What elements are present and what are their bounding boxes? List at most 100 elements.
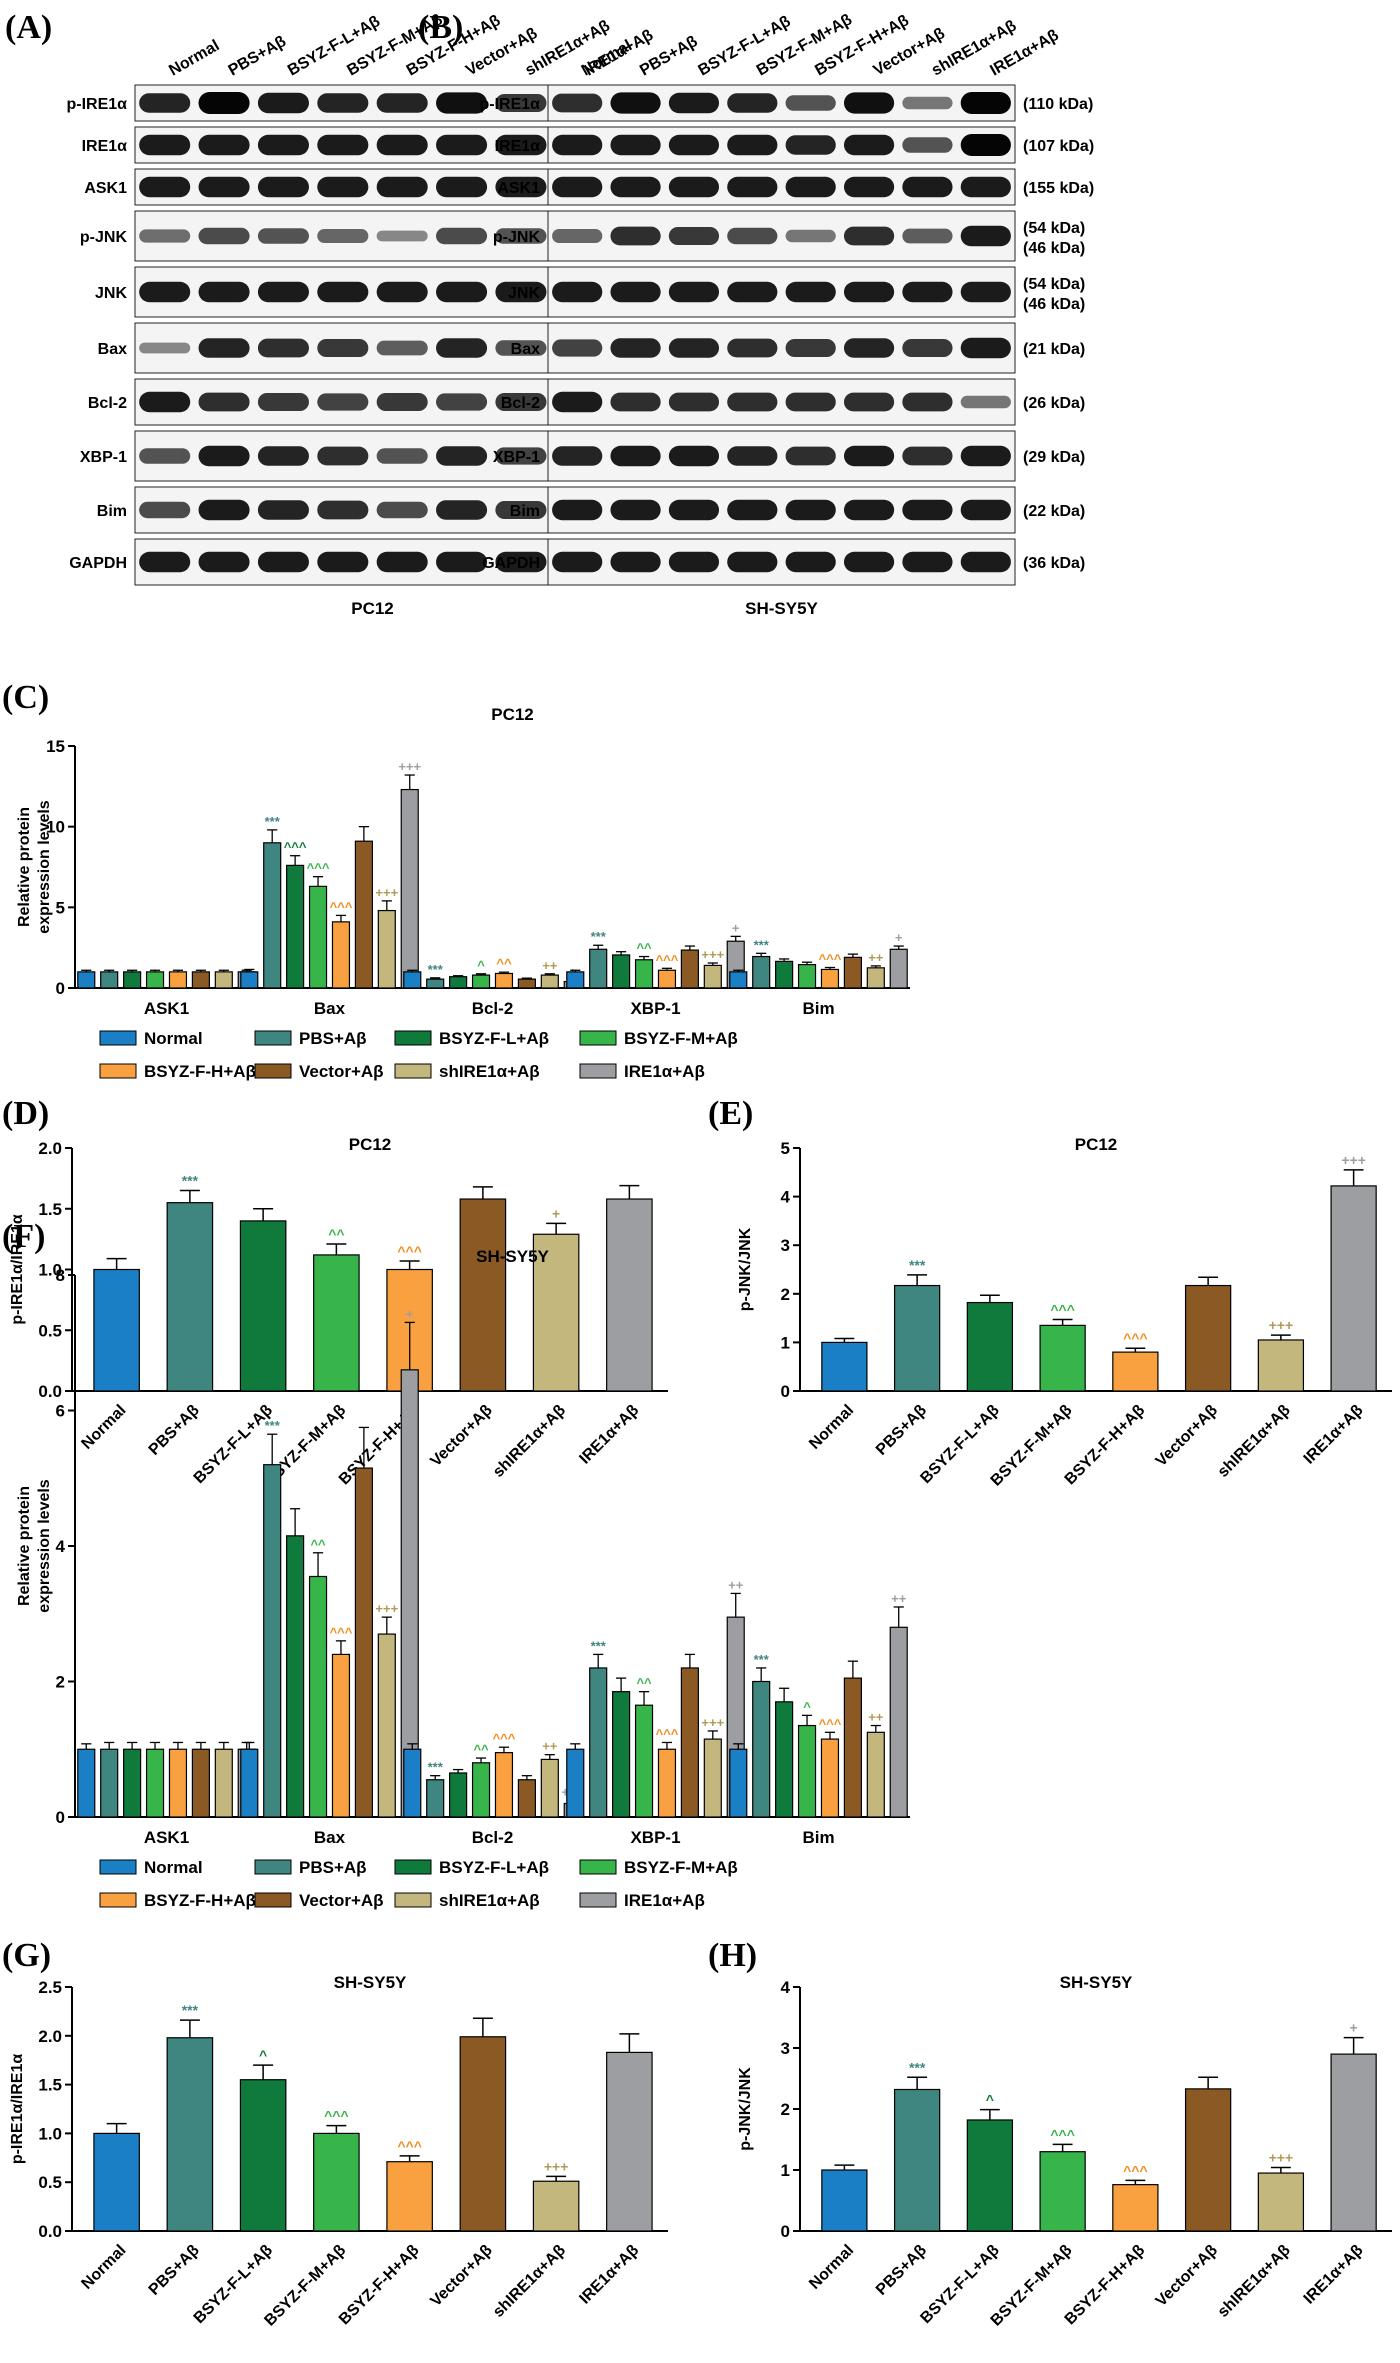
blot-band <box>317 229 369 243</box>
legend-label: PBS+Aβ <box>299 1029 367 1048</box>
blot-band <box>376 448 428 464</box>
significance-mark: ^^^ <box>493 1731 516 1746</box>
y-tick-label: 0 <box>56 979 65 998</box>
significance-mark: ++ <box>728 1577 744 1592</box>
blot-band <box>785 135 836 155</box>
blot-band <box>198 92 250 114</box>
x-tick-label: Normal <box>806 2242 857 2293</box>
x-tick-label: PBS+Aβ <box>146 1402 203 1459</box>
bar <box>703 964 722 989</box>
x-tick-label: IRE1α+Aβ <box>1301 1402 1367 1468</box>
y-tick-label: 2.0 <box>38 2027 62 2046</box>
bar <box>191 971 210 989</box>
blot-band <box>436 92 488 114</box>
x-tick-label: IRE1α+Aβ <box>1301 2242 1367 2308</box>
blot-band <box>376 501 428 519</box>
blot-band <box>495 501 547 519</box>
y-axis-label-line: Relative protein <box>16 807 33 927</box>
y-tick-label: 10 <box>46 818 65 837</box>
blot-band <box>902 228 953 244</box>
blot-band <box>552 229 603 243</box>
blot-band <box>436 227 488 245</box>
bar <box>354 1467 373 1818</box>
blot-band <box>843 226 895 246</box>
bar <box>893 2088 941 2232</box>
chart-title: PC12 <box>491 705 534 724</box>
blot-band <box>668 551 720 573</box>
bar <box>540 974 559 989</box>
x-tick-label: ASK1 <box>144 1828 189 1847</box>
bar <box>459 1198 507 1392</box>
chart-title: SH-SY5Y <box>476 1247 549 1266</box>
bar <box>1112 1351 1159 1392</box>
blot-band <box>317 281 369 303</box>
x-tick-label: Bax <box>314 1828 346 1847</box>
blot-band <box>960 395 1011 409</box>
blot-band <box>198 338 250 358</box>
legend-label: BSYZ-F-M+Aβ <box>624 1029 738 1048</box>
blot-band <box>139 176 191 198</box>
bar <box>286 1535 305 1818</box>
x-tick-label: PBS+Aβ <box>873 1402 930 1459</box>
blot-row-label: p-JNK <box>493 229 541 246</box>
bar <box>893 1284 941 1392</box>
y-axis-label: p-JNK/JNK <box>737 1227 754 1311</box>
legend-swatch <box>99 1030 137 1046</box>
x-tick-label: shIRE1α+Aβ <box>1215 2242 1294 2321</box>
x-tick-label: Vector+Aβ <box>1153 1402 1221 1470</box>
bar <box>377 909 396 989</box>
significance-mark: +++ <box>701 1715 724 1730</box>
bar <box>313 1254 360 1392</box>
bar <box>1257 1339 1305 1392</box>
x-tick-label: shIRE1α+Aβ <box>1215 1402 1294 1481</box>
blot-band <box>436 500 488 520</box>
blot-band <box>727 338 778 358</box>
blot-band <box>376 230 428 242</box>
y-tick-label: 0 <box>781 1382 790 1401</box>
bar <box>532 2180 580 2232</box>
blot-band <box>843 281 895 303</box>
bar <box>703 1738 722 1818</box>
legend-swatch <box>579 1892 617 1908</box>
blot-band <box>198 134 250 156</box>
bar <box>214 1748 233 1818</box>
bar <box>1257 2172 1305 2232</box>
kda-label: (26 kDa) <box>1023 395 1085 412</box>
bar <box>752 955 771 989</box>
bar <box>449 976 468 989</box>
blot-band <box>257 134 309 156</box>
bar <box>634 959 654 989</box>
x-tick-label: BSYZ-F-L+Aβ <box>191 2242 276 2327</box>
blot-band <box>727 499 778 521</box>
bar <box>403 971 422 989</box>
bar <box>797 964 817 989</box>
bar <box>240 1748 259 1818</box>
legend-swatch <box>254 1063 292 1079</box>
x-tick-label: XBP-1 <box>630 999 680 1018</box>
bar <box>729 1748 748 1818</box>
y-tick-label: 2 <box>56 1673 65 1692</box>
bar <box>123 1748 142 1818</box>
blot-row-label: p-JNK <box>80 229 128 246</box>
bar <box>1039 1324 1086 1392</box>
bar <box>263 842 282 989</box>
blot-row-label: ASK1 <box>84 180 127 197</box>
blot-row-label: Bcl-2 <box>88 395 127 412</box>
legend-swatch <box>394 1063 432 1079</box>
bar <box>566 1748 585 1818</box>
significance-mark: +++ <box>1269 1317 1294 1333</box>
significance-mark: ++ <box>891 1591 907 1606</box>
blot-band <box>843 551 895 573</box>
x-tick-label: Vector+Aβ <box>427 2242 495 2310</box>
legend-label: BSYZ-F-L+Aβ <box>439 1858 549 1877</box>
y-axis-label-line: expression levels <box>36 1479 53 1613</box>
blot-band <box>902 392 953 412</box>
y-tick-label: 2.5 <box>38 1978 62 1997</box>
significance-mark: *** <box>428 962 444 977</box>
x-tick-label: Vector+Aβ <box>427 1402 495 1470</box>
significance-mark: ^^ <box>328 1226 344 1242</box>
legend-label: BSYZ-F-H+Aβ <box>144 1062 256 1081</box>
y-axis-label-line: Relative protein <box>16 1486 33 1606</box>
